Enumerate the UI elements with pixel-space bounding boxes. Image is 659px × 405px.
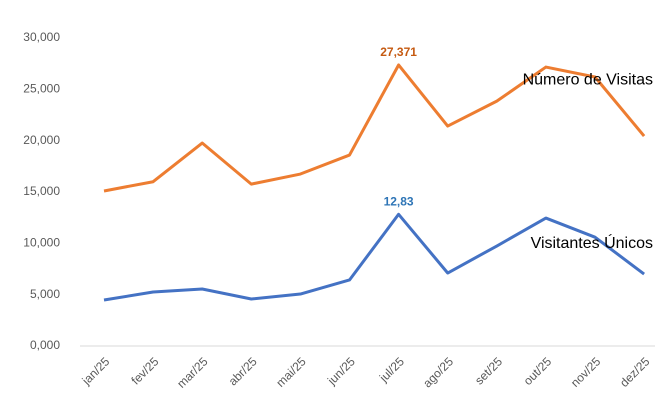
series-label: Número de Visitas: [523, 71, 653, 88]
x-tick-label: fev/25: [128, 354, 161, 387]
y-tick-label: 20,000: [23, 133, 60, 147]
y-tick-label: 5,000: [30, 287, 60, 301]
x-tick-label: abr/25: [226, 354, 260, 388]
x-tick-label: nov/25: [568, 354, 604, 390]
series-line: [103, 212, 646, 302]
x-tick-label: mar/25: [174, 354, 211, 391]
series-line: [103, 63, 646, 193]
x-tick-label: dez/25: [617, 354, 653, 390]
x-tick-label: mai/25: [273, 354, 309, 390]
x-tick-label: set/25: [472, 354, 505, 387]
data-label: 27,371: [380, 45, 417, 59]
y-tick-label: 30,000: [23, 30, 60, 44]
x-tick-label: jan/25: [79, 354, 113, 388]
data-label: 12,83: [384, 194, 414, 208]
y-tick-label: 10,000: [23, 236, 60, 250]
series-label: Visitantes Únicos: [531, 233, 653, 252]
x-tick-label: out/25: [521, 354, 555, 388]
y-tick-label: 25,000: [23, 82, 60, 96]
y-tick-label: 0,000: [30, 338, 60, 352]
x-tick-label: jul/25: [376, 354, 407, 385]
x-tick-label: ago/25: [420, 354, 456, 390]
x-tick-label: jun/25: [324, 354, 358, 388]
y-tick-label: 15,000: [23, 184, 60, 198]
